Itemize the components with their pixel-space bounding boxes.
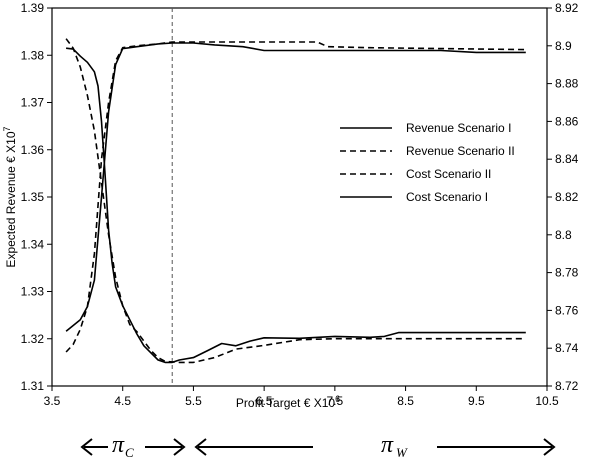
- x-tick-label: 10.5: [535, 394, 559, 408]
- x-tick-label: 3.5: [44, 394, 61, 408]
- series-line-cost-scenario-i: [65, 42, 526, 332]
- region-w-left-arrowhead: [194, 438, 207, 456]
- y-right-axis-ticks: 8.72 8.74 8.76 8.78 8.8 8.82 8.84 8.86 8.88 8.9 8.…: [547, 1, 579, 393]
- y-right-tick-label: 8.8: [555, 228, 572, 242]
- region-w-subscript: W: [396, 445, 408, 460]
- y-right-tick-label: 8.78: [555, 266, 579, 280]
- y-left-tick-label: 1.37: [21, 96, 45, 110]
- y-right-tick-label: 8.92: [555, 1, 579, 15]
- y-axis-label: Expected Revenue € X107: [2, 126, 18, 267]
- region-annotations: π C π W: [80, 432, 556, 460]
- y-left-axis-ticks: 1.31 1.32 1.33 1.34 1.35 1.36 1.37 1.38 1.39: [21, 1, 52, 393]
- legend-label-revenue-scenario-ii: Revenue Scenario II: [406, 144, 515, 158]
- region-w-pi-symbol: π: [381, 432, 394, 458]
- legend-label-cost-scenario-ii: Cost Scenario II: [406, 167, 491, 181]
- region-w-right-arrowhead: [543, 438, 556, 456]
- region-c-left-arrowhead: [80, 438, 93, 456]
- y-axis-label-exponent: 7: [2, 126, 12, 131]
- x-tick-label: 8.5: [397, 394, 414, 408]
- x-tick-label: 4.5: [114, 394, 131, 408]
- x-axis-label-text: Profit Target € X10: [236, 396, 335, 410]
- series-line-cost-scenario-ii: [65, 41, 526, 353]
- legend-label-revenue-scenario-i: Revenue Scenario I: [406, 121, 511, 135]
- series-lines: [65, 38, 526, 364]
- series-line-revenue-scenario-i: [65, 47, 526, 364]
- y-right-tick-label: 8.72: [555, 379, 579, 393]
- x-tick-label: 7.5: [327, 394, 344, 408]
- y-right-tick-label: 8.9: [555, 39, 572, 53]
- y-right-tick-label: 8.88: [555, 77, 579, 91]
- y-left-tick-label: 1.35: [21, 190, 45, 204]
- y-left-tick-label: 1.38: [21, 48, 45, 62]
- y-right-tick-label: 8.84: [555, 152, 579, 166]
- x-axis-label-exponent: 6: [335, 394, 340, 404]
- x-axis-ticks: 3.5 4.5 5.5 6.5 7.5 8.5 9.5 10.5: [44, 386, 559, 408]
- y-right-tick-label: 8.86: [555, 114, 579, 128]
- y-right-tick-label: 8.82: [555, 190, 579, 204]
- y-left-tick-label: 1.33: [21, 285, 45, 299]
- region-c-right-arrowhead: [173, 438, 186, 456]
- x-tick-label: 5.5: [185, 394, 202, 408]
- y-left-tick-label: 1.36: [21, 143, 45, 157]
- legend: Revenue Scenario I Revenue Scenario II C…: [340, 121, 515, 204]
- x-tick-label: 6.5: [256, 394, 273, 408]
- y-axis-label-text: Expected Revenue € X10: [4, 131, 18, 267]
- y-left-tick-label: 1.34: [21, 237, 45, 251]
- y-left-tick-label: 1.32: [21, 332, 45, 346]
- legend-label-cost-scenario-i: Cost Scenario I: [406, 190, 488, 204]
- region-c-pi-symbol: π: [112, 432, 125, 458]
- x-tick-label: 9.5: [468, 394, 485, 408]
- region-c-subscript: C: [125, 445, 134, 460]
- series-line-revenue-scenario-ii: [65, 38, 526, 364]
- y-right-tick-label: 8.74: [555, 341, 579, 355]
- y-right-tick-label: 8.76: [555, 303, 579, 317]
- y-left-tick-label: 1.39: [21, 1, 45, 15]
- x-axis-label: Profit Target € X106: [236, 394, 340, 410]
- y-left-tick-label: 1.31: [21, 379, 45, 393]
